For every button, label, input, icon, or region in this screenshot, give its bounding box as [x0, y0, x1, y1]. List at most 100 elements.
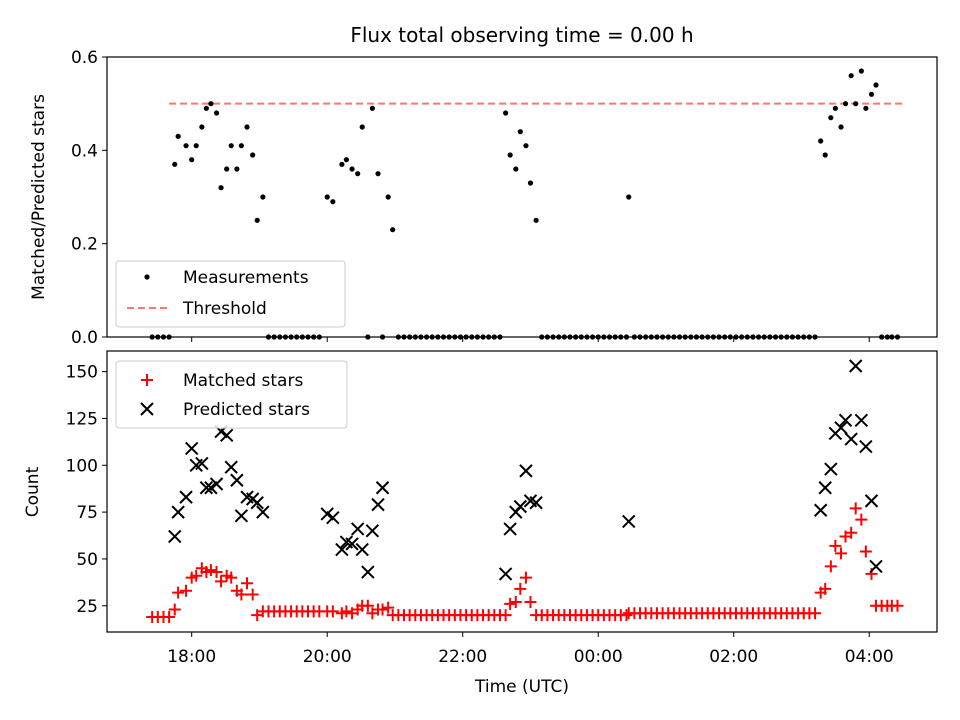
count-axes: 25 50 75 100 125 150 18:00 20:00 22:00 00:00 02:00… [66, 363, 894, 667]
measurement-point [260, 194, 266, 200]
predicted-star-point [234, 509, 249, 523]
matched-star-point [340, 605, 353, 618]
x-tick-label: 18:00 [167, 647, 216, 667]
measurement-point [189, 157, 195, 163]
matched-star-point [190, 569, 203, 582]
count-y-tick-label: 150 [66, 363, 98, 383]
chart-title: Flux total observing time = 0.00 h [350, 23, 693, 47]
matched-star-point [824, 560, 837, 573]
measurement-point [183, 143, 189, 149]
measurement-point [873, 82, 879, 88]
predicted-star-point [335, 542, 349, 557]
measurement-point [218, 185, 224, 191]
predicted-star-point [371, 497, 385, 512]
measurement-point [517, 129, 523, 135]
ratio-legend: Measurements Threshold [115, 260, 346, 328]
predicted-star-point [848, 359, 863, 373]
count-panel: 25 50 75 100 125 150 18:00 20:00 22:00 00:00 02:00… [23, 350, 938, 697]
matched-star-point [855, 513, 868, 526]
matched-star-point [215, 575, 228, 588]
ratio-y-tick-label: 0.4 [71, 141, 98, 161]
count-panel-frame [106, 350, 938, 633]
predicted-star-point [622, 514, 636, 529]
predicted-star-point [199, 481, 214, 495]
measurement-point [868, 91, 875, 97]
measurement-point [208, 101, 214, 107]
predicted-star-point [365, 524, 380, 538]
predicted-star-point [184, 441, 199, 456]
ratio-y-tick-label: 0.0 [71, 328, 98, 348]
measurement-point [175, 133, 181, 139]
ratio-axes: 0.0 0.2 0.4 0.6 [71, 48, 870, 348]
matched-star-point [504, 597, 517, 610]
matched-star-point [163, 611, 176, 624]
measurement-point [533, 217, 539, 223]
predicted-star-point [838, 413, 853, 428]
x-axis-label: Time (UTC) [474, 677, 569, 697]
x-tick-label: 20:00 [303, 647, 352, 667]
x-tick-label: 22:00 [438, 647, 487, 667]
measurement-point [818, 138, 824, 144]
measurement-point [863, 105, 869, 111]
predicted-star-point [834, 421, 848, 435]
matched-legend-label: Matched stars [183, 371, 303, 391]
measurement-point [822, 152, 828, 158]
matched-star-point [509, 596, 522, 609]
matched-star-point [859, 545, 872, 558]
predicted-star-point [171, 505, 185, 519]
matched-star-point [172, 586, 185, 599]
predicted-star-point [869, 559, 883, 574]
predicted-star-point [179, 490, 193, 504]
measurement-point [858, 68, 864, 74]
measurement-point [359, 124, 365, 130]
count-y-tick-label: 25 [76, 597, 98, 617]
matched-legend-marker [141, 374, 153, 386]
matched-star-point [204, 564, 217, 577]
predicted-star-point [345, 537, 359, 551]
measurement-point [203, 105, 209, 111]
x-tick-label: 00:00 [574, 647, 623, 667]
measurement-point [213, 110, 220, 116]
predicted-star-point [250, 496, 264, 510]
matched-star-point [891, 599, 904, 612]
predicted-star-point [529, 496, 543, 510]
matched-star-point [499, 609, 512, 622]
measurement-point [244, 124, 250, 130]
matched-star-point [809, 607, 822, 620]
predicted-star-point [818, 481, 832, 495]
matched-star-point [845, 526, 858, 539]
predicted-star-point [503, 522, 517, 536]
count-y-tick-label: 100 [66, 456, 98, 476]
measurement-point [828, 115, 834, 121]
matched-star-point [382, 601, 395, 614]
measurement-point [349, 166, 355, 172]
matched-star-point [835, 547, 848, 560]
measurement-point [234, 166, 240, 172]
predicted-star-point [224, 460, 238, 474]
predicted-star-point [824, 462, 838, 476]
predicted-legend-marker [140, 402, 154, 416]
predicted-star-point [219, 428, 234, 443]
measurement-point [228, 143, 234, 149]
matched-star-point [819, 582, 832, 595]
measurement-point [832, 105, 838, 111]
ratio-y-label: Matched/Predicted stars [29, 94, 49, 300]
matched-star-point [361, 599, 374, 612]
x-tick-label: 02:00 [709, 647, 758, 667]
x-tick-label: 04:00 [845, 647, 894, 667]
predicted-star-point [813, 503, 828, 517]
matched-star-point [514, 582, 527, 595]
count-legend: Matched stars Predicted stars [115, 360, 348, 429]
measurement-point [523, 143, 529, 149]
predicted-star-point [513, 499, 528, 514]
measurements-legend-label: Measurements [183, 268, 309, 288]
measurement-point [369, 105, 375, 111]
measurement-point [853, 101, 859, 107]
measurement-point [343, 157, 350, 163]
predicted-star-point [361, 565, 375, 579]
matched-star-point [620, 609, 633, 622]
predicted-star-point [256, 505, 270, 519]
measurement-point [339, 161, 345, 167]
measurement-point [250, 152, 256, 158]
